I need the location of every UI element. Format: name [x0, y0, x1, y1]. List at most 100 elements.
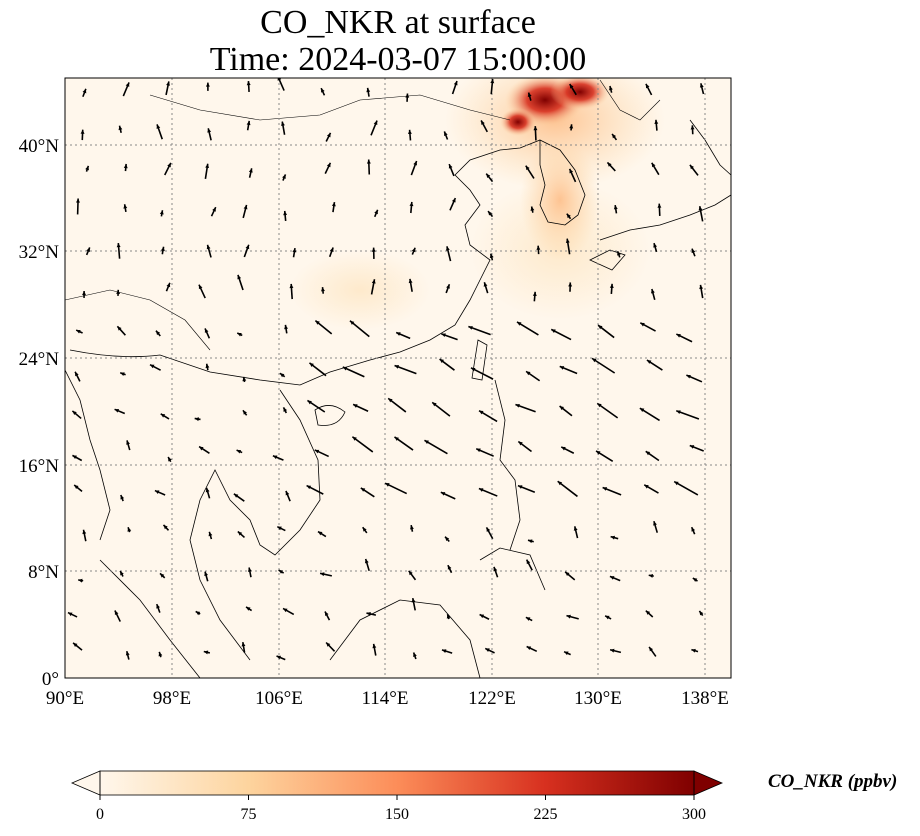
- wind-arrowhead: [247, 567, 252, 572]
- wind-arrowhead: [654, 119, 659, 125]
- wind-arrowhead: [208, 531, 213, 537]
- wind-arrowhead: [645, 83, 650, 89]
- wind-arrowhead: [657, 203, 662, 208]
- wind-arrowhead: [116, 289, 121, 294]
- wind-arrowhead: [446, 614, 451, 619]
- wind-arrowhead: [566, 213, 571, 219]
- wind-arrowhead: [349, 320, 355, 325]
- lon-tick: 122°E: [468, 688, 516, 709]
- wind-arrowhead: [329, 247, 334, 252]
- wind-arrowhead: [479, 410, 484, 415]
- wind-arrowhead: [366, 159, 371, 164]
- wind-arrowhead: [596, 450, 601, 455]
- wind-arrowhead: [573, 526, 578, 531]
- wind-arrowhead: [237, 531, 243, 536]
- wind-arrowhead: [352, 436, 357, 441]
- colorbar-tick: 0: [96, 806, 104, 823]
- wind-arrowhead: [168, 456, 172, 462]
- wind-arrowhead: [283, 210, 288, 216]
- wind-arrowhead: [486, 527, 491, 532]
- wind-arrowhead: [605, 615, 610, 620]
- wind-arrowhead: [166, 282, 171, 288]
- wind-arrowhead: [360, 487, 366, 492]
- wind-arrowhead: [413, 161, 418, 166]
- map-time: Time: 2024-03-07 15:00:00: [209, 41, 587, 78]
- wind-arrowhead: [699, 284, 704, 290]
- wind-arrowhead: [195, 611, 201, 616]
- wind-vectors: [67, 78, 705, 661]
- wind-arrowhead: [125, 82, 130, 87]
- wind-arrowhead: [532, 291, 537, 297]
- wind-arrowhead: [676, 334, 681, 338]
- wind-arrowhead: [612, 133, 617, 139]
- wind-arrowhead: [439, 359, 445, 364]
- colorbar-tick: 150: [385, 806, 409, 823]
- wind-arrowhead: [276, 655, 282, 660]
- wind-arrowhead: [160, 246, 165, 252]
- wind-arrow: [470, 367, 494, 380]
- wind-arrowhead: [237, 332, 242, 337]
- wind-arrowhead: [246, 120, 251, 126]
- wind-arrowhead: [440, 492, 446, 496]
- wind-arrowhead: [646, 360, 652, 364]
- wind-arrowhead: [277, 78, 282, 81]
- wind-arrowhead: [204, 328, 209, 333]
- colorbar-tick: 300: [682, 806, 706, 823]
- wind-arrowhead: [564, 651, 569, 656]
- wind-arrowhead: [448, 164, 453, 169]
- wind-arrowhead: [388, 398, 393, 403]
- wind-arrowhead: [283, 407, 288, 412]
- wind-arrowhead: [396, 332, 401, 336]
- wind-arrowhead: [533, 126, 538, 131]
- wind-arrowhead: [691, 248, 696, 254]
- map-background: [65, 78, 731, 678]
- wind-arrowhead: [242, 376, 247, 382]
- wind-arrowhead: [453, 80, 458, 86]
- wind-arrowhead: [163, 524, 168, 530]
- wind-arrowhead: [411, 247, 416, 253]
- wind-arrowhead: [394, 436, 399, 441]
- wind-arrowhead: [610, 648, 615, 653]
- wind-arrowhead: [649, 646, 654, 652]
- wind-arrowhead: [76, 329, 81, 334]
- wind-arrowhead: [676, 410, 681, 414]
- wind-arrowhead: [75, 371, 79, 377]
- wind-arrowhead: [699, 83, 704, 88]
- gridlines: [65, 78, 731, 678]
- wind-arrowhead: [409, 201, 414, 207]
- wind-arrowhead: [478, 488, 484, 492]
- colorbar-tick: 75: [241, 806, 257, 823]
- wind-arrowhead: [592, 358, 597, 363]
- wind-arrowhead: [447, 565, 452, 570]
- wind-arrowhead: [607, 162, 612, 167]
- wind-arrowhead: [526, 559, 531, 565]
- wind-arrowhead: [561, 446, 566, 451]
- wind-arrowhead: [353, 404, 358, 408]
- wind-arrowhead: [242, 410, 247, 415]
- wind-arrowhead: [306, 485, 312, 490]
- map-title: CO_NKR at surface: [260, 4, 536, 41]
- wind-arrowhead: [285, 490, 290, 496]
- wind-arrowhead: [568, 282, 573, 287]
- wind-arrowhead: [126, 440, 130, 445]
- colorbar-label: CO_NKR (ppbv): [768, 771, 898, 792]
- wind-arrowhead: [117, 326, 122, 331]
- wind-arrowhead: [277, 526, 282, 531]
- lon-tick: 98°E: [153, 688, 191, 709]
- wind-arrowhead: [366, 612, 371, 616]
- wind-arrowhead: [479, 614, 485, 619]
- wind-arrowhead: [566, 614, 571, 619]
- wind-arrow: [351, 436, 374, 453]
- wind-arrowhead: [559, 366, 565, 370]
- lon-tick: 106°E: [255, 688, 303, 709]
- wind-arrowhead: [424, 440, 429, 445]
- colorbar: 0 75 150 225 300: [70, 770, 724, 823]
- wind-arrowhead: [569, 84, 574, 89]
- wind-arrowhead: [445, 246, 450, 251]
- wind-arrowhead: [410, 525, 414, 530]
- map-frame: [64, 77, 732, 679]
- wind-arrowhead: [194, 417, 200, 422]
- wind-arrowhead: [525, 617, 531, 621]
- wind-arrowhead: [645, 451, 651, 456]
